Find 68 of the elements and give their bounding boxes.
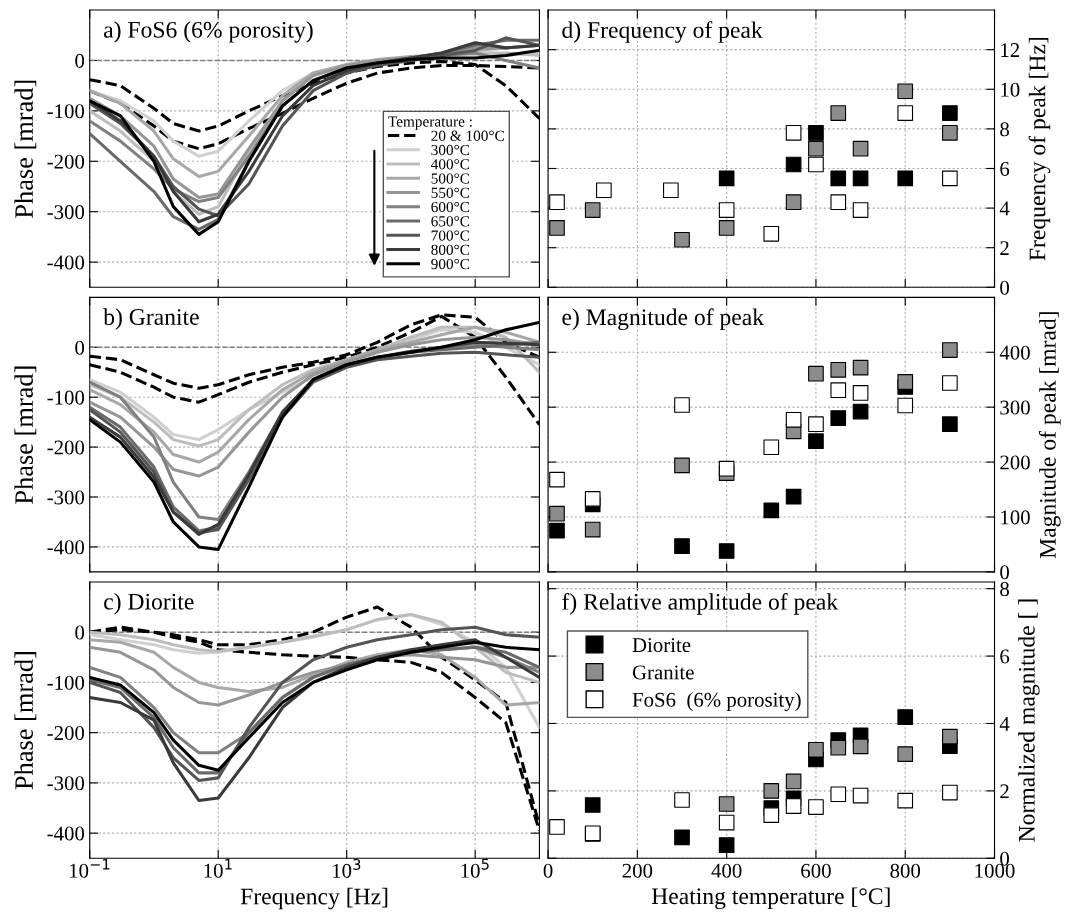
y-tick-label: -200 xyxy=(47,440,85,455)
y-tick-label: 200 xyxy=(1000,455,1030,470)
legend-label: Granite xyxy=(632,665,694,680)
y-tick-label: -200 xyxy=(47,726,85,741)
chart-title: c) Diorite xyxy=(104,592,194,615)
legend-label: Diorite xyxy=(632,638,691,653)
y-axis-title: Magnitude of peak [mrad] xyxy=(1038,312,1061,559)
y-tick-label: 6 xyxy=(1000,161,1010,176)
y-tick-label: 4 xyxy=(999,716,1010,731)
chart-title: d) Frequency of peak xyxy=(562,21,763,43)
y-tick-label: -300 xyxy=(47,205,85,220)
x-tick-label: 0 xyxy=(543,863,553,878)
y-tick-label: -200 xyxy=(47,154,85,169)
legend-label: 900°C xyxy=(431,258,470,270)
y-tick-label: 8 xyxy=(1000,582,1009,597)
legend-label: 650°C xyxy=(431,216,470,227)
y-tick-label: 6 xyxy=(1000,649,1010,664)
legend-label: 700°C xyxy=(431,230,470,241)
y-tick-label: -300 xyxy=(47,776,85,791)
y-tick-label: 0 xyxy=(75,340,85,355)
chart-title: b) Granite xyxy=(103,308,199,330)
legend-label: 400°C xyxy=(430,159,470,170)
y-tick-label: -100 xyxy=(47,104,85,119)
y-axis-title: Normalized magnitude [ ] xyxy=(1018,599,1040,842)
y-axis-title: Frequency of peak [Hz] xyxy=(1028,38,1051,261)
legend-label: 20 & 100°C xyxy=(431,130,504,141)
y-axis-title: Phase [mrad] xyxy=(14,80,37,218)
x-tick-label: 10$^{−1}$ xyxy=(69,858,110,878)
y-tick-label: -400 xyxy=(47,255,85,270)
x-axis-title: Frequency [Hz] xyxy=(240,887,388,910)
x-tick-label: 10$^{5}$ xyxy=(461,858,489,878)
chart-title: a) FoS6 (6% porosity) xyxy=(104,21,313,43)
y-tick-label: 0 xyxy=(75,625,85,640)
y-tick-label: 0 xyxy=(75,53,85,68)
y-tick-label: 12 xyxy=(1001,43,1020,57)
y-tick-label: -400 xyxy=(47,826,85,841)
y-tick-label: -100 xyxy=(47,675,85,690)
x-tick-label: 10$^{3}$ xyxy=(333,858,361,878)
y-tick-label: 400 xyxy=(999,345,1030,360)
x-tick-label: 10$^{1}$ xyxy=(204,858,232,878)
y-tick-label: 100 xyxy=(1001,510,1030,525)
legend-label: 300°C xyxy=(431,144,470,156)
y-tick-label: 2 xyxy=(1000,241,1009,255)
y-tick-label: -400 xyxy=(47,540,85,555)
y-tick-label: 4 xyxy=(999,201,1010,216)
y-tick-label: 300 xyxy=(1000,400,1030,415)
y-tick-label: 0 xyxy=(1000,280,1009,295)
legend-label: 500°C xyxy=(431,173,470,184)
legend-label: 800°C xyxy=(431,244,470,255)
legend-label: 550°C xyxy=(431,187,470,198)
legend-title: Temperature : xyxy=(388,116,472,130)
chart-title: e) Magnitude of peak xyxy=(562,308,765,331)
x-axis-title: Heating temperature [°C] xyxy=(651,887,890,910)
x-tick-label: 600 xyxy=(801,863,831,878)
y-tick-label: 0 xyxy=(1000,565,1009,580)
x-tick-label: 800 xyxy=(890,863,921,878)
y-tick-label: 2 xyxy=(1000,784,1009,799)
y-axis-title: Phase [mrad] xyxy=(14,652,37,790)
legend-label: FoS6 (6% porosity) xyxy=(632,692,801,712)
x-tick-label: 400 xyxy=(711,863,742,878)
x-tick-label: 200 xyxy=(622,863,653,878)
chart-title: f) Relative amplitude of peak xyxy=(562,592,839,615)
y-tick-label: 10 xyxy=(1001,82,1020,97)
y-tick-label: -300 xyxy=(47,490,85,505)
y-tick-label: 8 xyxy=(1000,122,1009,137)
y-tick-label: -100 xyxy=(47,390,85,405)
legend-label: 600°C xyxy=(431,201,470,213)
y-axis-title: Phase [mrad] xyxy=(14,366,37,504)
